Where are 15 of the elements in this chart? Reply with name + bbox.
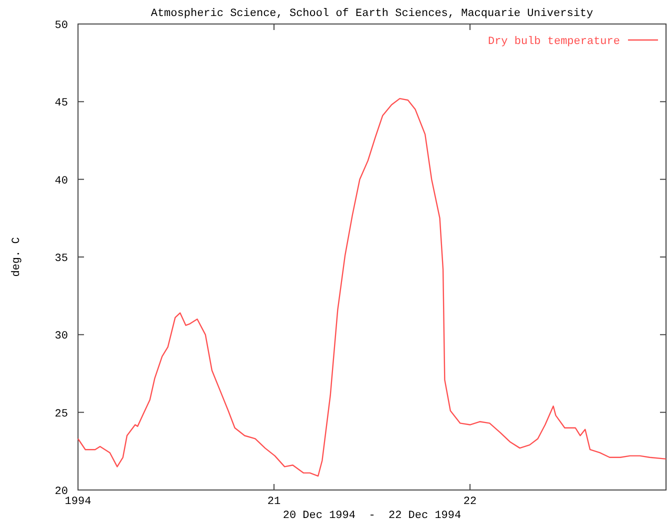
y-tick-label: 50 (54, 20, 68, 32)
y-tick-label: 40 (54, 175, 68, 188)
y-tick-label: 20 (54, 486, 68, 498)
x-tick-label: 22 (463, 496, 477, 508)
line-series (77, 98, 667, 477)
x-axis-title: 20 Dec 1994 - 22 Dec 1994 (282, 510, 462, 521)
legend-label: Dry bulb temperature (488, 36, 620, 48)
y-axis-title: deg. C (11, 236, 23, 277)
y-tick-label: 30 (54, 330, 68, 343)
chart-title: Atmospheric Science, School of Earth Sciences, Macquarie University (150, 8, 594, 20)
y-tick-label: 35 (54, 253, 68, 265)
y-tick-label: 45 (54, 98, 68, 110)
y-tick-label: 25 (54, 408, 68, 420)
x-tick-label: 1994 (64, 496, 92, 508)
x-tick-label: 21 (267, 496, 281, 508)
